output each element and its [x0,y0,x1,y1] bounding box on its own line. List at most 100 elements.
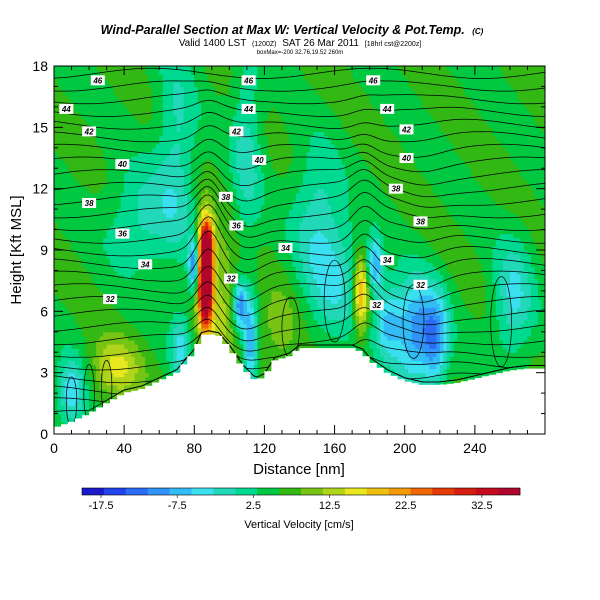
heatmap-cell [92,360,97,366]
heatmap-cell [134,127,139,133]
heatmap-cell [124,98,129,104]
heatmap-cell [96,274,101,280]
heatmap-cell [162,217,167,222]
heatmap-cell [99,348,104,353]
heatmap-cell [204,135,209,141]
heatmap-cell [229,344,234,349]
heatmap-cell [187,254,192,259]
heatmap-cell [99,147,104,153]
heatmap-cell [152,217,157,222]
heatmap-cell [99,364,104,370]
heatmap-cell [197,119,202,124]
heatmap-cell [141,290,146,296]
heatmap-cell [61,405,66,411]
heatmap-cell [85,278,90,284]
heatmap-cell [162,172,167,177]
heatmap-cell [127,254,132,259]
heatmap-cell [232,168,237,173]
heatmap-cell [201,123,206,128]
heatmap-cell [152,360,157,366]
heatmap-cell [138,327,143,333]
heatmap-cell [148,78,153,83]
heatmap-cell [190,127,195,133]
heatmap-cell [138,380,143,386]
heatmap-cell [190,106,195,112]
heatmap-cell [222,282,227,288]
heatmap-cell [124,376,129,382]
heatmap-cell [117,245,122,251]
heatmap-cell [152,327,157,333]
heatmap-cell [173,282,178,288]
heatmap-cell [180,131,185,137]
heatmap-cell [103,258,108,263]
heatmap-cell [113,66,118,71]
heatmap-cell [68,254,73,259]
heatmap-cell [110,135,115,141]
heatmap-cell [183,229,188,235]
heatmap-cell [68,278,73,284]
heatmap-cell [183,205,188,210]
heatmap-cell [183,290,188,296]
heatmap-cell [124,131,129,137]
heatmap-cell [148,364,153,370]
heatmap-cell [201,155,206,161]
heatmap-cell [57,209,62,214]
heatmap-cell [89,98,94,104]
heatmap-cell [54,78,59,83]
heatmap-cell [78,368,83,374]
heatmap-cell [82,184,87,190]
heatmap-cell [96,151,101,157]
heatmap-cell [110,78,115,83]
heatmap-cell [68,348,73,353]
heatmap-cell [82,221,87,227]
heatmap-cell [180,82,185,88]
heatmap-cell [106,315,111,321]
heatmap-cell [215,209,220,214]
heatmap-cell [117,303,122,308]
heatmap-cell [134,323,139,329]
heatmap-cell [54,172,59,177]
heatmap-cell [141,172,146,177]
heatmap-cell [89,180,94,186]
heatmap-cell [215,66,220,71]
heatmap-cell [117,78,122,83]
heatmap-cell [127,192,132,198]
heatmap-cell [120,303,125,308]
heatmap-cell [57,327,62,333]
heatmap-cell [208,290,213,296]
heatmap-cell [204,250,209,255]
heatmap-cell [96,200,101,206]
heatmap-cell [183,327,188,333]
heatmap-cell [187,66,192,71]
heatmap-cell [54,168,59,173]
heatmap-cell [194,262,199,267]
heatmap-cell [85,311,90,317]
heatmap-cell [61,78,66,83]
heatmap-cell [71,106,76,112]
heatmap-cell [222,331,227,337]
heatmap-cell [215,119,220,124]
heatmap-cell [169,115,174,120]
heatmap-cell [92,278,97,284]
heatmap-cell [173,131,178,137]
heatmap-cell [232,282,237,288]
heatmap-cell [218,139,223,145]
heatmap-cell [99,335,104,341]
heatmap-cell [141,94,146,100]
heatmap-cell [99,123,104,128]
heatmap-cell [222,217,227,222]
heatmap-cell [236,286,241,292]
heatmap-cell [61,294,66,300]
heatmap-cell [85,368,90,374]
heatmap-cell [194,131,199,137]
heatmap-cell [169,110,174,116]
heatmap-cell [75,270,80,276]
heatmap-cell [169,319,174,325]
heatmap-cell [134,196,139,202]
heatmap-cell [215,147,220,153]
heatmap-cell [236,98,241,104]
heatmap-cell [85,348,90,353]
heatmap-cell [229,119,234,124]
heatmap-cell [190,331,195,337]
heatmap-cell [166,213,171,218]
